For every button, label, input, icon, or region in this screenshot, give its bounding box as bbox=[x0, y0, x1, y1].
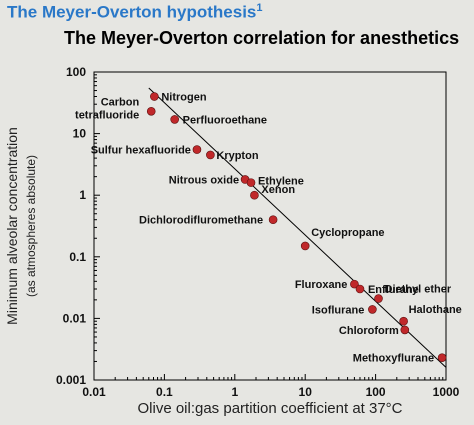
data-point bbox=[355, 284, 365, 294]
x-tick-label: 1 bbox=[231, 385, 238, 399]
data-point bbox=[374, 294, 383, 303]
point-label: Enflurane bbox=[368, 284, 419, 296]
data-point bbox=[246, 178, 256, 187]
data-point bbox=[250, 190, 259, 200]
y-tick-label: 10 bbox=[73, 127, 87, 141]
fit-line-group bbox=[148, 87, 447, 368]
x-axis-label: Olive oil:gas partition coefficient at 3… bbox=[137, 400, 402, 417]
x-tick-label: 0.1 bbox=[156, 385, 173, 399]
point-label-line: Carbon bbox=[101, 96, 140, 108]
point-label: Chloroform bbox=[339, 325, 399, 337]
point-label: Perfluoroethane bbox=[183, 114, 267, 126]
data-point bbox=[206, 150, 215, 160]
y-axis-label-units: (as atmospheres absolute) bbox=[24, 155, 38, 297]
data-point bbox=[192, 145, 202, 154]
x-tick-label: 100 bbox=[366, 385, 386, 399]
fit-line bbox=[148, 87, 447, 368]
point-label: Dichlorodifluromethane bbox=[139, 215, 263, 227]
plot-area bbox=[93, 71, 447, 381]
chart-title: The Meyer-Overton correlation for anesth… bbox=[64, 28, 460, 48]
point-label: Carbon tetrafluoride bbox=[75, 96, 139, 121]
point-label: Cyclopropane bbox=[311, 227, 384, 239]
y-tick-label: 100 bbox=[66, 65, 86, 79]
point-label: Nitrogen bbox=[161, 92, 207, 104]
header-title-text: The Meyer-Overton hypothesis bbox=[7, 2, 257, 22]
data-point bbox=[399, 316, 408, 326]
data-point bbox=[400, 325, 410, 335]
point-label: Xenon bbox=[261, 184, 295, 196]
data-point bbox=[350, 279, 359, 289]
x-tick-label: 0.01 bbox=[82, 385, 106, 399]
point-label-line: tetrafluoride bbox=[75, 109, 139, 121]
header-title: The Meyer-Overton hypothesis1 bbox=[7, 2, 263, 23]
y-tick-label: 0.001 bbox=[56, 373, 86, 387]
data-point bbox=[146, 107, 156, 116]
point-label: Nitrous oxide bbox=[169, 174, 239, 186]
point-label: Diethyl ether bbox=[385, 284, 452, 296]
data-point bbox=[368, 305, 377, 314]
header-footnote-marker: 1 bbox=[256, 2, 263, 14]
x-tick-label: 10 bbox=[299, 385, 313, 399]
data-point bbox=[150, 92, 159, 101]
y-tick-label: 0.1 bbox=[69, 250, 86, 264]
point-label: Sulfur hexafluoride bbox=[91, 145, 191, 157]
data-point bbox=[437, 353, 447, 363]
point-label: Isoflurane bbox=[312, 304, 365, 316]
data-point bbox=[268, 215, 278, 225]
point-label: Methoxyflurane bbox=[353, 353, 434, 365]
point-labels: Nitrogen Carbon tetrafluoride Perfluoroetha… bbox=[75, 92, 462, 365]
data-point bbox=[170, 115, 179, 124]
data-points bbox=[146, 92, 447, 363]
point-label: Halothane bbox=[409, 304, 462, 316]
point-label: Fluroxane bbox=[295, 279, 348, 291]
y-tick-label: 0.01 bbox=[63, 311, 87, 325]
point-label: Krypton bbox=[216, 150, 258, 162]
y-axis-label: Minimum alveolar concentration bbox=[4, 127, 20, 325]
point-label: Ethylene bbox=[258, 176, 304, 188]
y-tick-label: 1 bbox=[79, 188, 86, 202]
x-tick-label: 1000 bbox=[433, 385, 460, 399]
data-point bbox=[300, 241, 310, 251]
